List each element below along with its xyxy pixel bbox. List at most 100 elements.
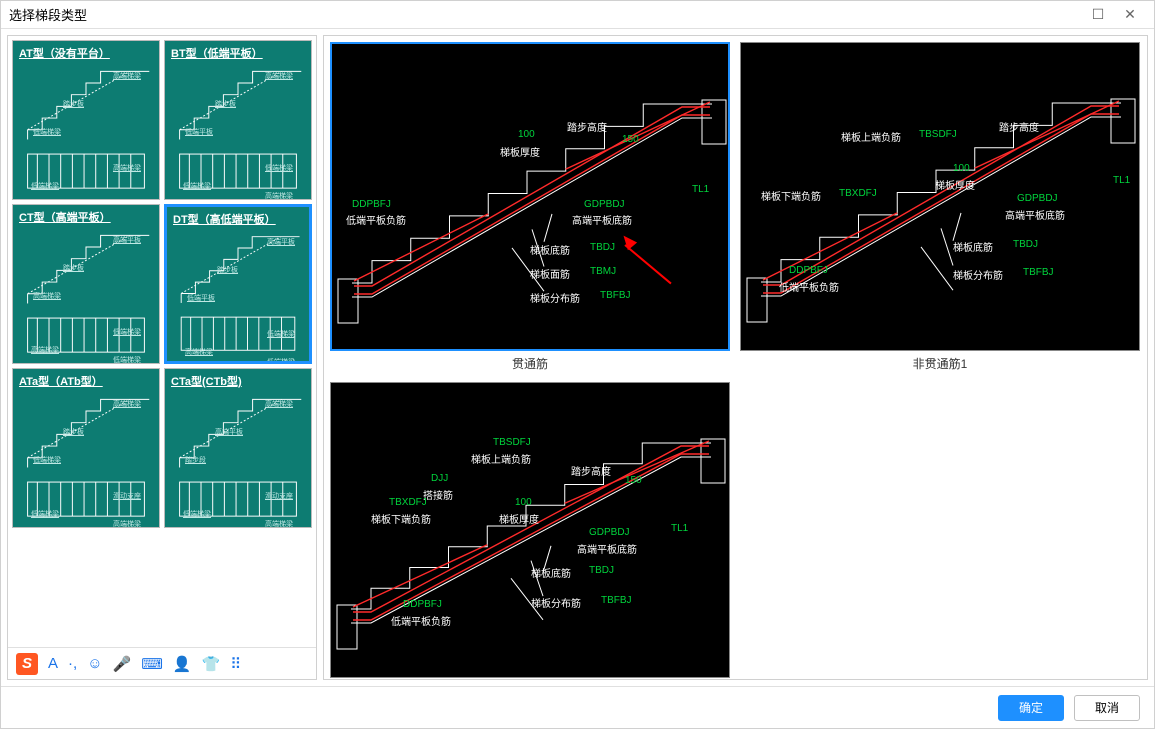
- maximize-icon[interactable]: ☐: [1082, 6, 1114, 23]
- stair-type-thumb[interactable]: CT型（高端平板） 高端平板踏步板高端梯梁低端梯梁高端梯梁低端梯梁: [12, 204, 160, 364]
- diagram-label: GDPBDJ: [1017, 193, 1058, 204]
- thumb-label: 高端梯梁: [265, 191, 293, 200]
- thumb-title: DT型（高低端平板）: [173, 211, 276, 227]
- thumb-label: 高端梯梁: [113, 71, 141, 81]
- cancel-button[interactable]: 取消: [1074, 695, 1140, 721]
- thumb-label: 高端平板: [215, 427, 243, 437]
- thumb-label: 踏步板: [63, 99, 84, 109]
- dialog-footer: 确定 取消: [1, 686, 1154, 728]
- ime-item-icon[interactable]: A: [48, 655, 58, 673]
- diagram-label: 梯板上端负筋: [471, 451, 531, 466]
- stair-type-thumb[interactable]: DT型（高低端平板） 高端平板踏步板低端平板低端梯梁高端梯梁低端梯梁高端梯梁: [164, 204, 312, 364]
- stair-type-thumb[interactable]: ATa型（ATb型） 高端梯梁踏步板低端梯梁滑动支座低端梯梁高端梯梁: [12, 368, 160, 528]
- diagram-caption: 贯通筋: [512, 351, 548, 372]
- thumb-label: 低端梯梁: [265, 163, 293, 173]
- diagram-label: TL1: [692, 184, 709, 195]
- thumb-label: 滑动支座: [265, 491, 293, 501]
- diagram-label: DJJ: [431, 473, 448, 484]
- diagram-label: TBFBJ: [601, 595, 632, 606]
- diagram-preview[interactable]: TBSDFJ梯板上端负筋踏步高度150DJJ搭接筋100梯板厚度TBXDFJ梯板…: [330, 382, 730, 678]
- ime-toolbar: S A ·, ☺ 🎤 ⌨ 👤 👕 ⠿: [8, 647, 316, 679]
- ime-item-icon[interactable]: 👤: [173, 655, 192, 673]
- dialog-window: 选择梯段类型 ☐ ✕ AT型（没有平台） 高端梯梁踏步板低端梯梁高端梯梁低端梯梁…: [0, 0, 1155, 729]
- thumb-label: 高端梯梁: [185, 347, 213, 357]
- diagram-label: TBXDFJ: [389, 497, 427, 508]
- diagram-block: 梯板上端负筋TBSDFJ踏步高度100梯板厚度梯板下端负筋TBXDFJGDPBD…: [740, 42, 1140, 372]
- stair-type-thumbnails: AT型（没有平台） 高端梯梁踏步板低端梯梁高端梯梁低端梯梁BT型（低端平板） 高…: [8, 36, 316, 647]
- diagram-label: TBSDFJ: [493, 437, 531, 448]
- diagram-label: DDPBFJ: [352, 199, 391, 210]
- diagram-label: 梯板底筋: [953, 239, 993, 254]
- thumb-label: 低端平板: [185, 127, 213, 137]
- thumb-label: 低端梯梁: [31, 181, 59, 191]
- left-panel: AT型（没有平台） 高端梯梁踏步板低端梯梁高端梯梁低端梯梁BT型（低端平板） 高…: [7, 35, 317, 680]
- thumb-label: 低端平板: [187, 293, 215, 303]
- diagram-label: TBFBJ: [1023, 267, 1054, 278]
- diagram-label: 低端平板负筋: [779, 279, 839, 294]
- diagram-label: GDPBDJ: [589, 527, 630, 538]
- thumb-label: 滑动支座: [113, 491, 141, 501]
- diagram-preview[interactable]: 100踏步高度150梯板厚度DDPBFJ低端平板负筋GDPBDJ高端平板底筋TL…: [330, 42, 730, 351]
- thumb-label: 高端梯梁: [113, 519, 141, 528]
- diagram-label: 梯板底筋: [530, 242, 570, 257]
- ime-items: A ·, ☺ 🎤 ⌨ 👤 👕 ⠿: [48, 655, 241, 673]
- ok-button[interactable]: 确定: [998, 695, 1064, 721]
- diagram-label: 梯板厚度: [935, 177, 975, 192]
- close-icon[interactable]: ✕: [1114, 6, 1146, 23]
- diagram-label: TL1: [1113, 175, 1130, 186]
- thumb-label: 踏步段: [185, 455, 206, 465]
- thumb-label: 高端梯梁: [31, 345, 59, 355]
- ime-item-icon[interactable]: ⌨: [141, 655, 163, 673]
- diagram-preview-panel: 100 踏步高度 150 梯板厚度 DDPBFJ 低端平板负筋 GDPBDJ 高端平板底筋 TL…: [323, 35, 1148, 680]
- diagram-label: 梯板面筋: [530, 266, 570, 281]
- thumb-label: 低端梯梁: [113, 355, 141, 364]
- thumb-label: 高端梯梁: [185, 362, 213, 364]
- titlebar: 选择梯段类型 ☐ ✕: [1, 1, 1154, 29]
- thumb-label: 高端梯梁: [113, 163, 141, 173]
- diagram-label: 高端平板底筋: [572, 212, 632, 227]
- diagram-label: 梯板分布筋: [530, 290, 580, 305]
- diagram-label: 梯板分布筋: [953, 267, 1003, 282]
- diagram-label: 梯板分布筋: [531, 595, 581, 610]
- ime-item-icon[interactable]: 🎤: [113, 655, 132, 673]
- ime-item-icon[interactable]: ☺: [87, 655, 102, 673]
- diagram-label: 100: [515, 497, 532, 508]
- diagram-block: TBSDFJ梯板上端负筋踏步高度150DJJ搭接筋100梯板厚度TBXDFJ梯板…: [330, 382, 730, 680]
- stair-type-thumb[interactable]: CTa型(CTb型) 高端梯梁高端平板踏步段滑动支座低端梯梁高端梯梁: [164, 368, 312, 528]
- thumb-label: 低端梯梁: [183, 509, 211, 519]
- diagram-label: 100: [518, 129, 535, 140]
- thumb-label: 低端梯梁: [267, 357, 295, 364]
- diagram-label: 梯板厚度: [499, 511, 539, 526]
- thumb-title: CTa型(CTb型): [171, 373, 242, 389]
- thumb-title: BT型（低端平板）: [171, 45, 263, 61]
- thumb-label: 踏步板: [215, 99, 236, 109]
- diagram-caption: 非贯通筋1: [913, 351, 968, 372]
- thumb-label: 高端平板: [113, 235, 141, 245]
- ime-item-icon[interactable]: ⠿: [230, 655, 241, 673]
- ime-logo-icon[interactable]: S: [16, 653, 38, 675]
- diagram-block: 100踏步高度150梯板厚度DDPBFJ低端平板负筋GDPBDJ高端平板底筋TL…: [330, 42, 730, 372]
- window-title: 选择梯段类型: [9, 5, 1082, 24]
- stair-type-thumb[interactable]: AT型（没有平台） 高端梯梁踏步板低端梯梁高端梯梁低端梯梁: [12, 40, 160, 200]
- stair-type-thumb[interactable]: BT型（低端平板） 高端梯梁踏步板低端平板低端梯梁低端梯梁高端梯梁: [164, 40, 312, 200]
- thumb-title: CT型（高端平板）: [19, 209, 111, 225]
- ime-item-icon[interactable]: ·,: [68, 655, 77, 673]
- diagram-label: 踏步高度: [999, 119, 1039, 134]
- thumb-label: 高端平板: [267, 237, 295, 247]
- diagram-label: 踏步高度: [567, 119, 607, 134]
- diagram-label: 梯板厚度: [500, 144, 540, 159]
- thumb-label: 低端梯梁: [31, 509, 59, 519]
- thumb-label: 高端梯梁: [265, 519, 293, 528]
- diagram-label: 高端平板底筋: [1005, 207, 1065, 222]
- thumb-label: 低端梯梁: [267, 329, 295, 339]
- content-area: AT型（没有平台） 高端梯梁踏步板低端梯梁高端梯梁低端梯梁BT型（低端平板） 高…: [1, 29, 1154, 686]
- diagram-label: 150: [622, 134, 639, 145]
- thumb-label: 高端梯梁: [33, 291, 61, 301]
- diagram-label: TL1: [671, 523, 688, 534]
- thumb-label: 低端梯梁: [183, 181, 211, 191]
- thumb-title: ATa型（ATb型）: [19, 373, 103, 389]
- diagram-label: 梯板下端负筋: [761, 188, 821, 203]
- diagram-preview[interactable]: 梯板上端负筋TBSDFJ踏步高度100梯板厚度梯板下端负筋TBXDFJGDPBD…: [740, 42, 1140, 351]
- ime-item-icon[interactable]: 👕: [202, 655, 221, 673]
- diagram-label: TBFBJ: [600, 290, 631, 301]
